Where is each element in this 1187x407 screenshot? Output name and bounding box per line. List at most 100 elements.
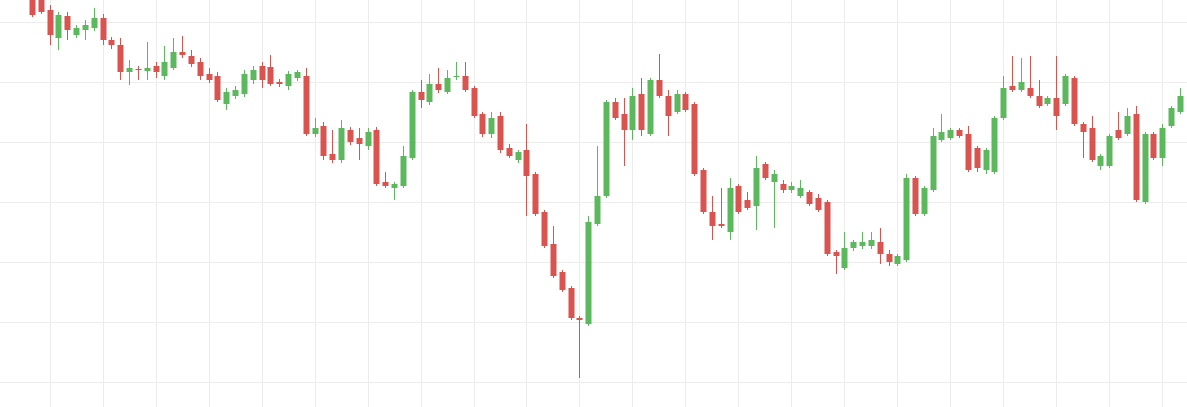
candle-body [894,256,901,264]
candle-body [294,72,301,78]
candle-body [285,74,292,86]
candle-body [762,164,769,178]
candle-body [621,114,628,130]
candle-body [153,66,160,72]
candle-body [515,152,522,160]
candle-body [1177,96,1184,112]
candle-body [471,88,478,116]
candle-body [444,78,451,92]
candle-body [1133,114,1140,200]
candle-body [241,74,248,94]
candle-body [267,67,274,84]
candle-body [435,84,442,90]
candle-body [312,128,319,134]
candle-body [29,0,36,15]
candle-body [1062,76,1069,104]
candle-body [868,240,875,246]
candle-body [850,242,857,248]
candle-body [100,18,107,40]
candle-body [1106,136,1113,166]
candle-body [833,252,840,256]
candle-body [506,148,513,156]
candle-body [576,318,583,320]
candle-body [771,174,778,182]
candle-body [841,248,848,268]
candle-body [938,132,945,140]
candle-body [930,136,937,190]
candle-body [1080,124,1087,132]
candle-body [585,222,592,324]
candle-body [947,130,954,138]
candle-body [400,156,407,186]
candle-body [250,70,257,80]
candle-body [73,28,80,35]
candle-body [753,168,760,206]
candle-body [647,80,654,134]
candle-body [682,94,689,110]
candle-body [64,16,71,30]
candle-body [1097,156,1104,166]
candle-body [82,25,89,30]
candle-body [991,118,998,172]
candle-body [1009,86,1016,90]
candle-body [1142,134,1149,202]
candle-body [1027,88,1034,96]
candle-body [541,212,548,246]
candle-body [665,96,672,116]
candle-body [797,188,804,196]
candle-body [373,130,380,184]
candle-body [780,184,787,190]
candle-body [594,196,601,224]
candle-body [126,68,133,72]
candle-body [1168,108,1175,126]
candle-body [453,76,460,77]
candle-body [709,212,716,226]
candle-body [409,92,416,158]
candle-body [347,130,354,142]
candle-body [886,254,893,262]
candle-body [144,68,151,71]
candle-body [603,102,610,196]
candle-body [1150,134,1157,158]
candle-body [718,224,725,226]
candle-body [214,76,221,100]
candle-body [1044,98,1051,104]
candle-body [700,170,707,212]
candle-body [197,62,204,76]
candle-body [1053,98,1060,116]
candle-body [47,10,54,35]
candle-body [559,272,566,290]
candle-body [1115,130,1122,138]
candle-body [568,288,575,318]
candle-body [956,130,963,136]
candle-body [691,104,698,174]
candle-body [1071,78,1078,124]
candle-body [135,69,142,70]
candle-body [329,154,336,160]
candle-body [815,198,822,210]
candle-body [550,244,557,276]
candle-body [974,148,981,168]
candle-body [206,74,213,80]
candle-body [612,102,619,118]
candle-body [303,76,310,134]
candle-body [532,174,539,214]
candle-body [91,18,98,28]
candle-body [108,40,115,45]
candle-body [38,0,45,12]
candle-body [1018,82,1025,90]
candle-body [188,56,195,64]
candle-body [1089,128,1096,160]
candle-body [179,52,186,55]
candle-body [656,80,663,96]
candle-body [1124,116,1131,134]
candle-body [170,52,177,68]
candle-body [1159,128,1166,158]
candle-body [806,192,813,204]
candle-body [479,114,486,134]
candle-body [232,90,239,96]
candle-body [259,66,266,80]
candle-body [788,186,795,190]
candle-body [365,132,372,146]
